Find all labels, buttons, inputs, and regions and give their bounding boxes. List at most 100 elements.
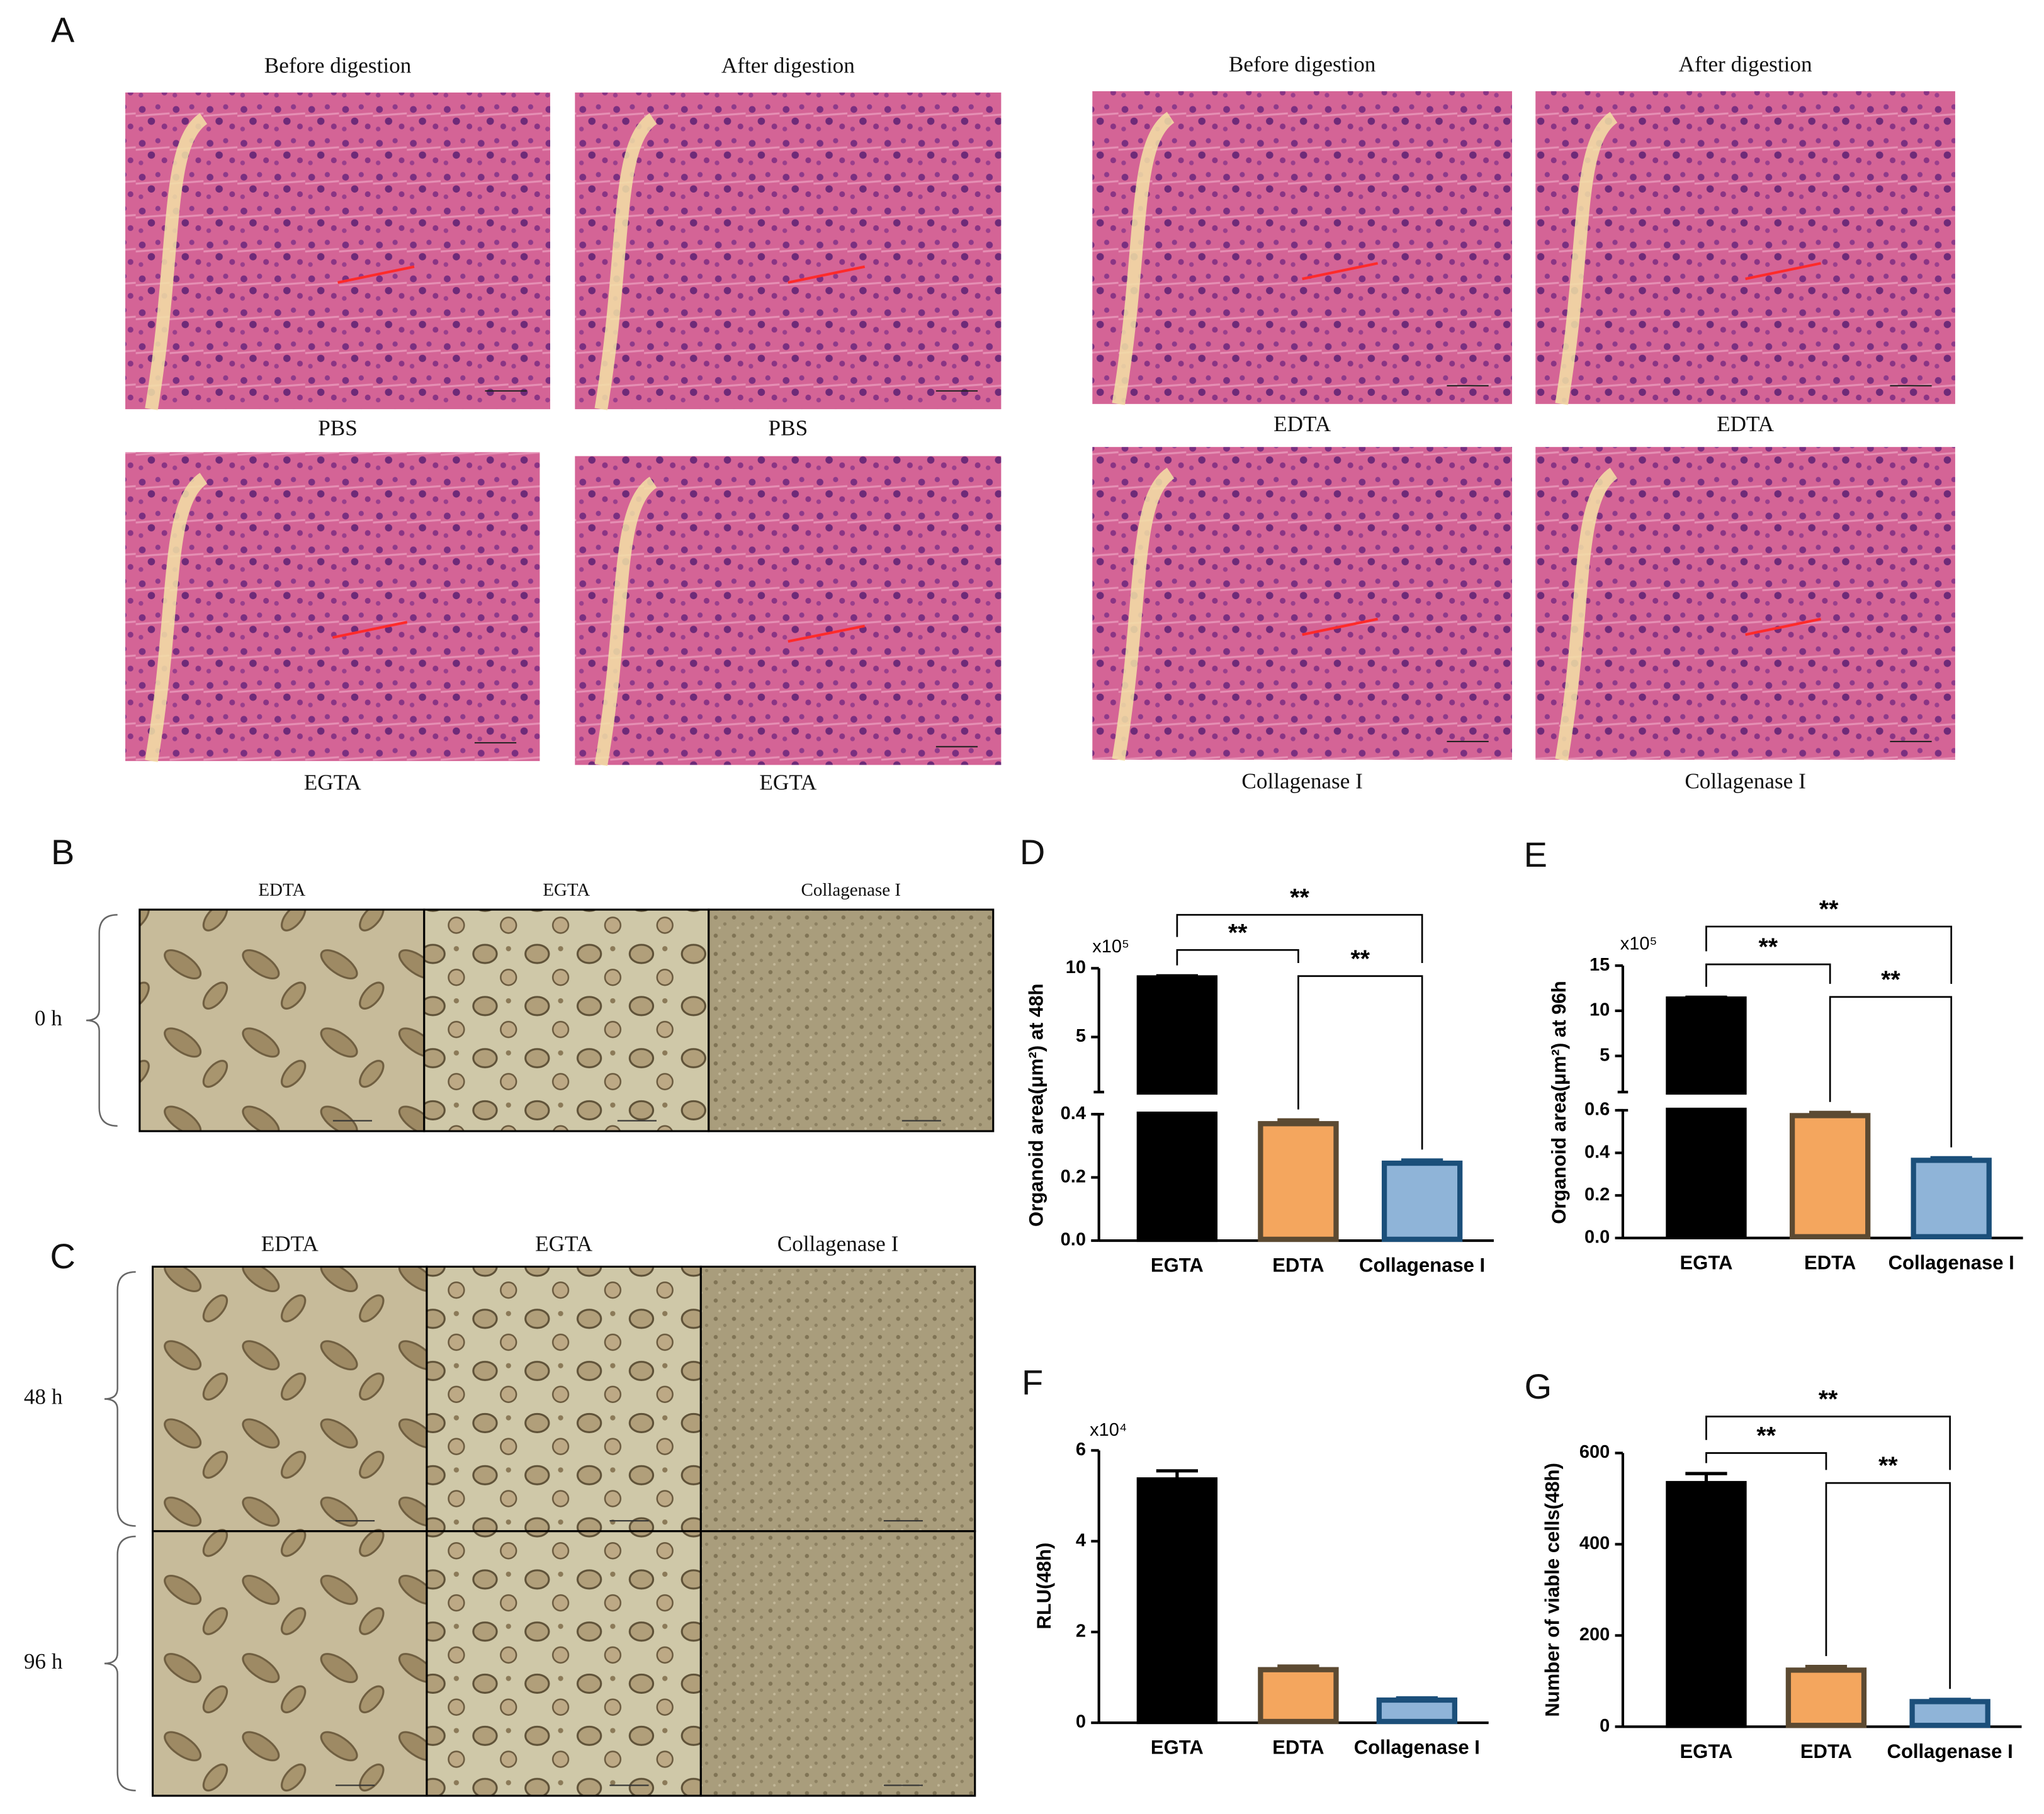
bar — [1136, 1112, 1218, 1242]
y-axis-label: Number of viable cells(48h) — [1541, 1463, 1563, 1717]
x-tick-label: EGTA — [1151, 1254, 1204, 1276]
significance-label: ** — [1290, 884, 1309, 911]
brace — [104, 1271, 136, 1527]
lumen — [1112, 467, 1175, 761]
y-tick-label: 15 — [1589, 955, 1610, 975]
y-tick-label: 200 — [1579, 1625, 1610, 1645]
y-tick-label: 0.0 — [1061, 1230, 1086, 1250]
y-tick-label: 0.2 — [1061, 1166, 1086, 1186]
y-tick-label: 0.4 — [1584, 1142, 1610, 1162]
row-label: 48 h — [24, 1385, 63, 1409]
bar — [1666, 1480, 1747, 1728]
bar — [1785, 1667, 1867, 1728]
lumen — [1112, 111, 1175, 405]
image-caption: EGTA — [759, 770, 817, 794]
y-tick-label: 4 — [1076, 1530, 1086, 1550]
significance-bracket — [1705, 925, 1953, 984]
microscopy-image — [699, 1265, 976, 1533]
significance-label: ** — [1878, 1452, 1898, 1480]
bar — [1909, 1699, 1990, 1728]
y-tick-label: 0 — [1600, 1716, 1610, 1736]
arrow — [1302, 617, 1379, 636]
arrow — [1745, 617, 1821, 636]
panel-label: A — [51, 10, 75, 50]
histology-image — [125, 452, 540, 762]
significance-bracket — [1705, 963, 1831, 987]
x-tick-label: EGTA — [1680, 1251, 1732, 1273]
significance-label: ** — [1228, 919, 1248, 947]
arrow — [337, 265, 415, 284]
brace — [104, 1535, 136, 1791]
column-title: Before digestion — [264, 54, 412, 78]
histology-image — [575, 92, 1002, 410]
panel-label: D — [1020, 832, 1045, 872]
bar — [1381, 1160, 1463, 1242]
lumen — [145, 473, 208, 762]
panel-label: F — [1022, 1363, 1043, 1402]
x-tick-label: EDTA — [1272, 1254, 1324, 1276]
significance-label: ** — [1819, 896, 1839, 923]
arrow — [1302, 262, 1379, 281]
column-label: Collagenase I — [801, 880, 901, 900]
histology-image — [1535, 447, 1955, 760]
microscopy-image — [423, 908, 710, 1132]
y-tick-label: 400 — [1579, 1533, 1610, 1553]
bar — [1258, 1121, 1339, 1242]
y-tick-label: 0.2 — [1584, 1185, 1610, 1205]
image-caption: Collagenase I — [1241, 769, 1362, 793]
panel-label: E — [1524, 835, 1547, 874]
significance-label: ** — [1756, 1422, 1776, 1450]
y-tick-label: 6 — [1076, 1439, 1086, 1460]
arrow — [1745, 262, 1821, 281]
significance-bracket — [1297, 975, 1423, 1150]
histology-image — [1535, 91, 1955, 404]
microscopy-image — [426, 1530, 702, 1797]
y-tick-label: 5 — [1076, 1026, 1086, 1046]
column-label: EGTA — [535, 1231, 593, 1256]
x-tick-label: Collagenase I — [1354, 1737, 1480, 1759]
panel-label: G — [1525, 1366, 1552, 1406]
image-caption: EDTA — [1717, 412, 1775, 436]
histology-image — [125, 92, 551, 410]
arrow — [332, 621, 408, 639]
column-title: Before digestion — [1229, 52, 1376, 77]
microscopy-image — [426, 1265, 702, 1533]
x-tick-label: EGTA — [1680, 1740, 1732, 1762]
significance-label: ** — [1881, 966, 1900, 993]
significance-label: ** — [1350, 945, 1370, 972]
y-axis-label: RLU(48h) — [1033, 1543, 1055, 1630]
x-tick-label: EDTA — [1804, 1251, 1856, 1273]
y-tick-label: 10 — [1066, 957, 1086, 977]
image-caption: EDTA — [1273, 412, 1331, 436]
y-tick-label: 0.6 — [1584, 1100, 1610, 1120]
significance-label: ** — [1819, 1385, 1838, 1413]
column-label: EDTA — [261, 1231, 319, 1256]
lumen — [594, 113, 657, 410]
x-tick-label: EDTA — [1272, 1737, 1324, 1759]
image-caption: PBS — [318, 415, 358, 440]
microscopy-image — [138, 908, 426, 1132]
bar — [1376, 1697, 1458, 1725]
bar — [1666, 996, 1747, 1095]
y-tick-label: 5 — [1600, 1045, 1610, 1065]
microscopy-image — [151, 1530, 428, 1797]
bar — [1666, 1107, 1747, 1239]
image-caption: PBS — [769, 415, 808, 440]
y-axis-label: Organoid area(μm²) at 96h — [1548, 981, 1570, 1224]
lumen — [145, 113, 208, 410]
lumen — [594, 476, 657, 767]
column-title: After digestion — [1679, 52, 1812, 77]
axis-multiplier: x10⁵ — [1092, 937, 1129, 957]
bar — [1258, 1667, 1339, 1725]
column-label: Collagenase I — [777, 1231, 898, 1256]
microscopy-image — [151, 1265, 428, 1533]
panel-label: B — [51, 832, 74, 872]
column-title: After digestion — [721, 54, 855, 78]
microscopy-image — [708, 908, 995, 1132]
y-tick-label: 10 — [1589, 1000, 1610, 1020]
significance-bracket — [1705, 1416, 1951, 1470]
image-caption: EGTA — [304, 770, 362, 794]
y-tick-label: 0.0 — [1584, 1227, 1610, 1248]
x-tick-label: Collagenase I — [1887, 1740, 2013, 1762]
